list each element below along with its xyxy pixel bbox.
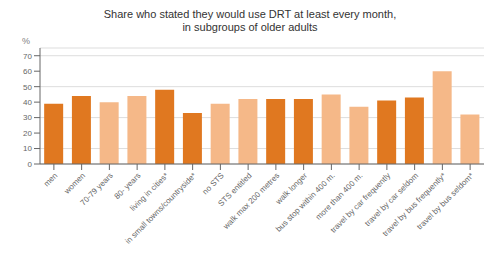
svg-text:men: men (42, 171, 59, 188)
svg-text:no STS: no STS (201, 171, 226, 196)
svg-text:80- years: 80- years (112, 171, 143, 201)
svg-text:travel by bus frequently*: travel by bus frequently* (380, 171, 448, 239)
svg-text:travel by car frequently: travel by car frequently (328, 171, 393, 235)
svg-text:in small towns/countryside*: in small towns/countryside* (123, 171, 198, 246)
svg-text:%: % (22, 36, 30, 46)
svg-text:living in cities*: living in cities* (128, 171, 171, 213)
svg-text:walk longer: walk longer (274, 171, 310, 206)
html-text:in subgroups of older adults: in subgroups of older adults (182, 21, 318, 33)
svg-text:travel by bus seldom*: travel by bus seldom* (415, 171, 475, 231)
svg-text:0: 0 (28, 160, 33, 169)
svg-text:30: 30 (23, 113, 32, 122)
svg-text:travel by car seldom: travel by car seldom (363, 171, 421, 229)
svg-text:70: 70 (23, 52, 32, 61)
svg-text:70-79 years: 70-79 years (79, 171, 115, 207)
svg-text:more than 400 m.: more than 400 m. (314, 171, 365, 222)
svg-text:50: 50 (23, 83, 32, 92)
svg-text:10: 10 (23, 144, 32, 153)
html-text:Share who stated they would us: Share who stated they would use DRT at l… (103, 8, 397, 20)
svg-text:women: women (62, 171, 87, 196)
svg-text:40: 40 (23, 98, 32, 107)
svg-text:walk max 200 metres: walk max 200 metres (221, 171, 282, 232)
svg-text:60: 60 (23, 67, 32, 76)
svg-text:bus stop within 400 m.: bus stop within 400 m. (274, 171, 337, 234)
svg-text:20: 20 (23, 129, 32, 138)
svg-text:STS entitled: STS entitled (216, 171, 254, 209)
